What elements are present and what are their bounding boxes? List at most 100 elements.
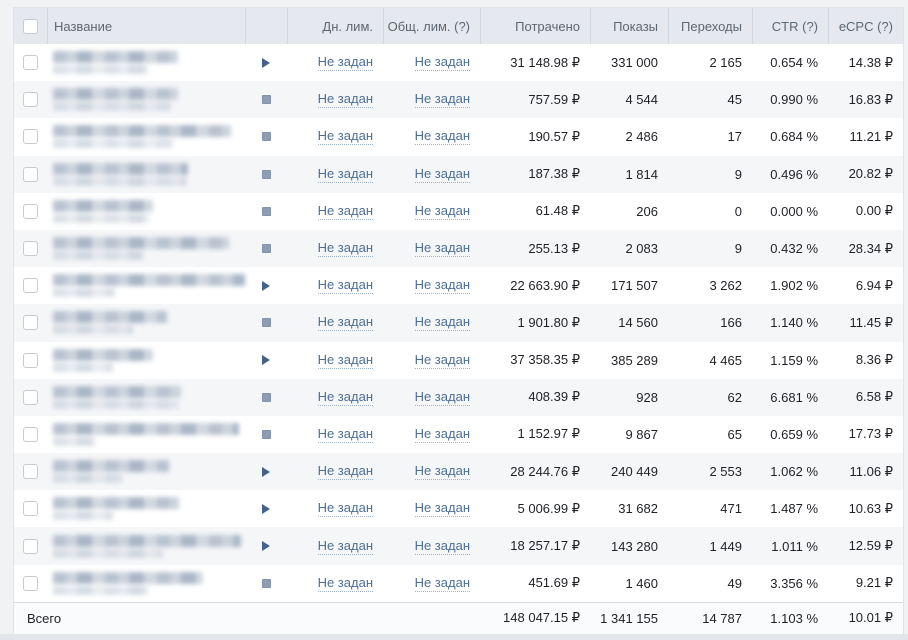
total-limit-link[interactable]: Не задан	[414, 240, 470, 258]
row-checkbox[interactable]	[23, 55, 38, 71]
daily-limit-link[interactable]: Не задан	[317, 240, 373, 258]
total-limit-link[interactable]: Не задан	[414, 165, 470, 183]
campaign-name-redacted[interactable]	[47, 416, 245, 453]
play-icon[interactable]	[262, 355, 270, 366]
row-checkbox[interactable]	[23, 389, 38, 405]
stop-icon[interactable]	[261, 318, 271, 328]
play-icon[interactable]	[262, 541, 270, 552]
campaign-name-redacted[interactable]	[47, 379, 245, 416]
campaign-name-redacted[interactable]	[47, 156, 245, 193]
total-limit-link[interactable]: Не задан	[414, 351, 470, 369]
row-checkbox[interactable]	[23, 129, 38, 145]
stop-icon[interactable]	[261, 169, 271, 179]
daily-limit-link[interactable]: Не задан	[317, 128, 373, 146]
play-icon[interactable]	[262, 503, 270, 514]
name-blur-line	[53, 511, 113, 521]
row-checkbox[interactable]	[23, 315, 38, 331]
daily-limit-link[interactable]: Не задан	[317, 537, 373, 555]
campaign-name-redacted[interactable]	[47, 527, 245, 564]
total-limit-link[interactable]: Не задан	[414, 388, 470, 406]
campaign-name-redacted[interactable]	[47, 304, 245, 341]
play-icon[interactable]	[262, 280, 270, 291]
total-limit-link[interactable]: Не задан	[414, 463, 470, 481]
spent-value: 28 244.76 ₽	[510, 463, 580, 479]
daily-limit-link[interactable]: Не задан	[317, 388, 373, 406]
play-icon[interactable]	[262, 466, 270, 477]
stop-icon[interactable]	[261, 132, 271, 142]
campaign-name-redacted[interactable]	[47, 230, 245, 267]
daily-limit-link[interactable]: Не задан	[317, 314, 373, 332]
total-limit-link[interactable]: Не задан	[414, 54, 470, 72]
stop-icon[interactable]	[261, 429, 271, 439]
select-all-checkbox[interactable]	[23, 18, 38, 34]
ecpc-value: 20.82 ₽	[848, 166, 893, 182]
stop-icon[interactable]	[261, 95, 271, 105]
campaign-name-redacted[interactable]	[47, 267, 245, 304]
row-checkbox[interactable]	[23, 278, 38, 294]
stop-icon[interactable]	[261, 578, 271, 588]
spent-value: 18 257.17 ₽	[510, 538, 580, 554]
campaign-name-redacted[interactable]	[47, 81, 245, 118]
column-header-ctr[interactable]: CTR (?)	[752, 8, 828, 44]
column-header-total-limit[interactable]: Общ. лим. (?)	[383, 8, 480, 44]
daily-limit-link[interactable]: Не задан	[317, 277, 373, 295]
row-checkbox[interactable]	[23, 426, 38, 442]
clicks-value: 0	[734, 203, 742, 219]
column-header-daily-limit[interactable]: Дн. лим.	[287, 8, 383, 44]
daily-limit-link[interactable]: Не задан	[317, 574, 373, 592]
column-header-clicks[interactable]: Переходы	[668, 8, 752, 44]
row-checkbox[interactable]	[23, 203, 38, 219]
ctr-value: 1.011 %	[771, 538, 818, 554]
daily-limit-link[interactable]: Не задан	[317, 463, 373, 481]
campaign-name-redacted[interactable]	[47, 490, 245, 527]
daily-limit-link[interactable]: Не задан	[317, 500, 373, 518]
campaign-name-redacted[interactable]	[47, 193, 245, 230]
column-header-name[interactable]: Название	[47, 8, 245, 44]
total-limit-link[interactable]: Не задан	[414, 314, 470, 332]
total-limit-link[interactable]: Не задан	[414, 128, 470, 146]
total-limit-link[interactable]: Не задан	[414, 277, 470, 295]
campaign-name-redacted[interactable]	[47, 44, 245, 81]
table-footer-row: Всего 148 047.15 ₽ 1 341 155 14 787 1.10…	[14, 601, 903, 634]
row-checkbox[interactable]	[23, 575, 38, 591]
campaign-name-redacted[interactable]	[47, 453, 245, 490]
column-header-impressions[interactable]: Показы	[590, 8, 668, 44]
spent-value: 61.48 ₽	[535, 203, 580, 219]
spent-value: 757.59 ₽	[528, 91, 580, 107]
table-header-row: Название Дн. лим. Общ. лим. (?) Потрачен…	[14, 8, 903, 44]
campaign-name-redacted[interactable]	[47, 565, 245, 602]
spent-value: 1 901.80 ₽	[517, 314, 581, 330]
total-limit-link[interactable]: Не задан	[414, 202, 470, 220]
row-checkbox[interactable]	[23, 538, 38, 554]
row-checkbox[interactable]	[23, 464, 38, 480]
spent-value: 31 148.98 ₽	[510, 54, 580, 70]
total-limit-link[interactable]: Не задан	[414, 500, 470, 518]
stop-icon[interactable]	[261, 206, 271, 216]
table-body: Не задан Не задан 31 148.98 ₽ 331 000 2 …	[14, 44, 903, 602]
ecpc-value: 11.45 ₽	[849, 314, 893, 330]
daily-limit-link[interactable]: Не задан	[317, 165, 373, 183]
daily-limit-link[interactable]: Не задан	[317, 425, 373, 443]
row-checkbox[interactable]	[23, 241, 38, 257]
total-limit-link[interactable]: Не задан	[414, 574, 470, 592]
column-header-ecpc[interactable]: eCPC (?)	[828, 8, 903, 44]
daily-limit-link[interactable]: Не задан	[317, 351, 373, 369]
play-icon[interactable]	[262, 57, 270, 68]
daily-limit-link[interactable]: Не задан	[317, 202, 373, 220]
total-limit-link[interactable]: Не задан	[414, 425, 470, 443]
daily-limit-link[interactable]: Не задан	[317, 54, 373, 72]
column-header-spent[interactable]: Потрачено	[480, 8, 590, 44]
total-limit-link[interactable]: Не задан	[414, 537, 470, 555]
campaign-name-redacted[interactable]	[47, 342, 245, 379]
daily-limit-link[interactable]: Не задан	[317, 91, 373, 109]
campaign-name-redacted[interactable]	[47, 118, 245, 155]
stop-icon[interactable]	[261, 244, 271, 254]
row-checkbox[interactable]	[23, 92, 38, 108]
row-checkbox[interactable]	[23, 166, 38, 182]
name-blur-line	[53, 497, 179, 510]
total-limit-link[interactable]: Не задан	[414, 91, 470, 109]
clicks-value: 2 553	[709, 464, 742, 480]
stop-icon[interactable]	[261, 392, 271, 402]
row-checkbox[interactable]	[23, 501, 38, 517]
row-checkbox[interactable]	[23, 352, 38, 368]
